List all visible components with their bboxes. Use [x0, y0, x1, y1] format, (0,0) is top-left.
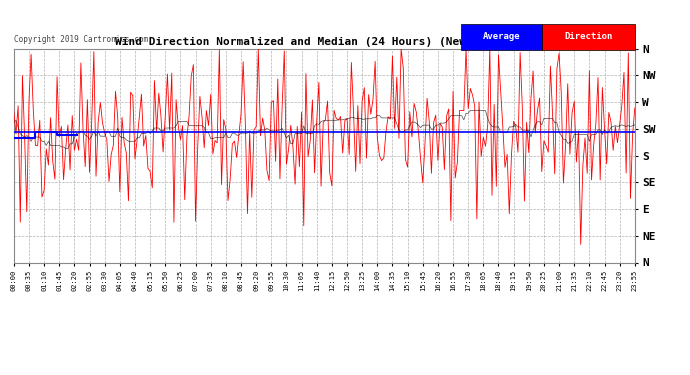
Title: Wind Direction Normalized and Median (24 Hours) (New) 20190726: Wind Direction Normalized and Median (24… [115, 36, 533, 46]
Text: Average: Average [482, 33, 520, 42]
FancyBboxPatch shape [461, 24, 542, 50]
FancyBboxPatch shape [542, 24, 635, 50]
Text: Direction: Direction [564, 33, 613, 42]
Text: Copyright 2019 Cartronics.com: Copyright 2019 Cartronics.com [14, 36, 148, 45]
